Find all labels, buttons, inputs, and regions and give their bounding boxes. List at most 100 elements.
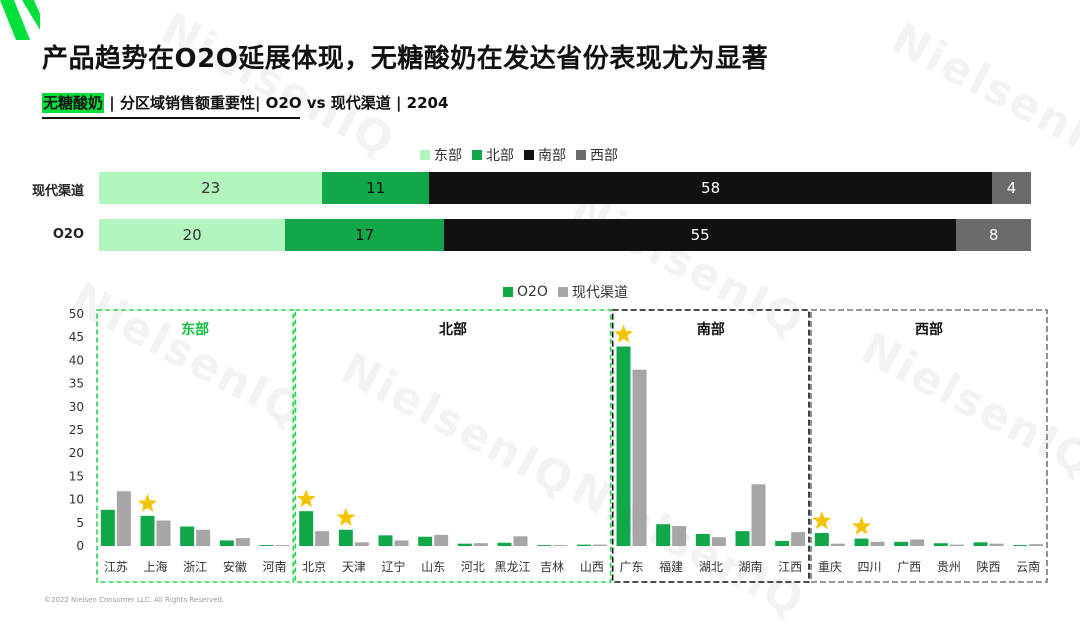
x-tick-label: 湖北 [699, 559, 723, 574]
legend-item-north: 北部 [472, 145, 514, 165]
bar-o2o [1013, 545, 1028, 546]
region-box-north [294, 309, 612, 583]
bar-modern [672, 526, 687, 546]
bar-modern [315, 531, 330, 546]
bar-o2o [378, 535, 393, 546]
x-tick-label: 江西 [778, 560, 802, 574]
star-icon [852, 516, 871, 535]
x-tick-label: 河北 [461, 560, 485, 574]
x-tick-label: 黑龙江 [494, 560, 530, 574]
bar-modern [275, 545, 290, 546]
legend-item-east: 东部 [420, 145, 462, 165]
stacked-segment-south: 55 [443, 219, 957, 251]
y-tick-label: 40 [69, 353, 84, 367]
bar-modern [751, 484, 766, 546]
copyright-footer: ©2022 Nielsen Consumer LLC. All Rights R… [44, 596, 225, 604]
stacked-segment-east: 20 [99, 219, 286, 251]
x-tick-label: 云南 [1016, 559, 1040, 574]
bar-o2o [616, 346, 631, 546]
x-tick-label: 湖南 [738, 559, 762, 574]
star-icon [812, 511, 832, 530]
subtitle-highlight: 无糖酸奶 [42, 93, 105, 113]
y-tick-label: 50 [69, 307, 84, 321]
x-tick-label: 四川 [857, 560, 881, 574]
bar-modern [949, 544, 964, 546]
bar-o2o [854, 538, 869, 546]
bar-modern [791, 532, 806, 546]
bar-modern [553, 545, 568, 546]
row-label-o2o: O2O [52, 227, 84, 242]
legend-label: O2O [517, 284, 548, 300]
bar-modern [1029, 544, 1044, 546]
region-box-west [810, 309, 1048, 583]
x-tick-label: 浙江 [183, 560, 207, 574]
x-tick-label: 山西 [580, 560, 604, 574]
stacked-segment-north: 11 [322, 172, 430, 204]
x-tick-label: 山东 [421, 560, 445, 574]
legend-swatch [420, 150, 430, 160]
x-tick-label: 广东 [619, 560, 643, 574]
y-tick-label: 20 [69, 446, 84, 460]
bar-o2o [894, 541, 909, 546]
bar-o2o [695, 533, 710, 546]
legend-swatch [472, 150, 482, 160]
bar-modern [513, 536, 528, 546]
y-tick-label: 15 [69, 469, 84, 483]
x-tick-label: 贵州 [937, 560, 961, 574]
region-label-east: 东部 [181, 321, 209, 338]
bar-o2o [537, 545, 552, 546]
bar-o2o [418, 536, 433, 546]
grouped-legend: O2O 现代渠道 [503, 282, 638, 302]
x-tick-label: 河南 [262, 559, 286, 574]
x-tick-label: 陕西 [976, 559, 1000, 574]
bar-o2o [576, 544, 591, 546]
bar-modern [830, 543, 845, 546]
bar-o2o [140, 515, 155, 546]
stacked-segment-south: 58 [429, 172, 993, 204]
legend-label: 东部 [434, 148, 462, 164]
bar-o2o [259, 545, 274, 546]
bar-modern [116, 491, 131, 546]
bar-o2o [933, 543, 948, 546]
y-tick-label: 5 [76, 516, 84, 530]
bar-o2o [497, 542, 512, 546]
bar-modern [870, 541, 885, 546]
x-tick-label: 重庆 [818, 560, 842, 574]
region-label-west: 西部 [915, 321, 943, 338]
bar-modern [711, 537, 726, 546]
region-label-south: 南部 [697, 321, 725, 338]
bar-modern [196, 529, 211, 546]
row-label-modern: 现代渠道 [31, 184, 84, 199]
stacked-bar-row-o2o: 20 17 55 8 [99, 219, 1031, 251]
star-icon [296, 489, 316, 508]
region-label-north: 北部 [439, 321, 467, 338]
star-icon [138, 493, 157, 512]
legend-item-modern: 现代渠道 [557, 282, 628, 302]
bar-modern [394, 540, 409, 546]
legend-swatch [503, 287, 513, 297]
legend-swatch [524, 150, 534, 160]
legend-item-west: 西部 [576, 145, 618, 165]
bar-o2o [457, 543, 472, 546]
legend-swatch [576, 150, 586, 160]
stacked-legend: 东部 北部 南部 西部 [420, 145, 628, 165]
star-icon [336, 507, 356, 526]
bar-modern [354, 542, 369, 546]
x-tick-label: 吉林 [540, 560, 564, 574]
bar-modern [434, 534, 449, 546]
bar-o2o [299, 511, 314, 546]
stacked-segment-east: 23 [99, 172, 323, 204]
legend-swatch [557, 287, 568, 297]
stacked-segment-west: 4 [992, 172, 1031, 204]
y-tick-label: 45 [69, 330, 84, 344]
stacked-bar-row-modern: 23 11 58 4 [99, 172, 1031, 204]
legend-item-south: 南部 [524, 145, 566, 165]
x-tick-label: 天津 [342, 560, 366, 574]
legend-item-o2o: O2O [503, 284, 548, 300]
bar-o2o [100, 509, 115, 546]
bar-modern [632, 369, 647, 546]
subtitle-rest: | 分区域销售额重要性| O2O vs 现代渠道 | 2204 [104, 94, 449, 112]
bar-o2o [775, 540, 790, 546]
subtitle-underline [42, 117, 300, 119]
region-box-east [96, 309, 295, 583]
